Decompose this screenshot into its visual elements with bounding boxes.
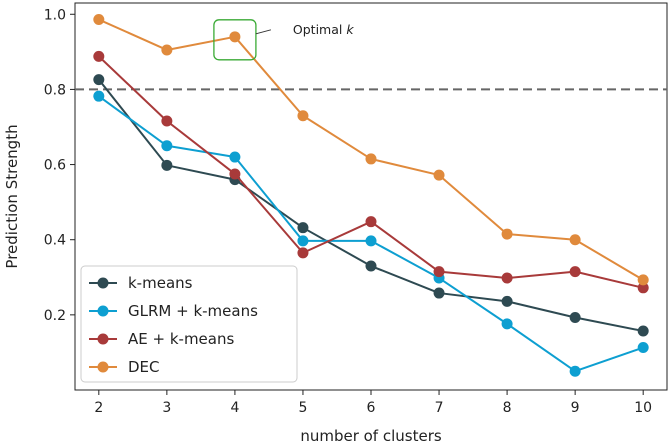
data-point [297, 222, 309, 234]
x-tick-label: 10 [634, 400, 652, 416]
annotation-layer: Optimal k [213, 19, 354, 61]
data-point [637, 342, 649, 354]
data-point [297, 110, 309, 122]
data-point [569, 266, 581, 278]
x-tick-label: 3 [162, 400, 171, 416]
legend-swatch-marker [97, 361, 109, 373]
x-axis: 2 3 4 5 6 7 8 9 10 [94, 390, 652, 416]
legend-entry: GLRM + k-means [89, 302, 258, 320]
data-point [433, 169, 445, 181]
x-axis-label: number of clusters [300, 427, 442, 445]
legend-entry: k-means [89, 274, 193, 292]
y-axis: 0.2 0.4 0.6 0.8 1.0 [44, 7, 75, 324]
legend-label: AE + k-means [128, 330, 234, 348]
y-axis-label: Prediction Strength [3, 124, 21, 268]
series-dec [93, 14, 649, 286]
legend-label: DEC [128, 358, 160, 376]
x-tick-label: 2 [94, 400, 103, 416]
data-point [501, 228, 513, 240]
data-point [365, 260, 377, 272]
legend: k-means GLRM + k-means AE + k-means DEC [80, 265, 298, 383]
legend-swatch-marker [97, 277, 109, 289]
y-tick-label: 0.2 [44, 308, 66, 324]
legend-entry: AE + k-means [89, 330, 234, 348]
y-tick-label: 1.0 [44, 7, 66, 23]
legend-label: k-means [128, 274, 193, 292]
data-point [637, 274, 649, 286]
data-point [93, 90, 105, 102]
series-layer [93, 14, 649, 377]
x-tick-label: 6 [367, 400, 376, 416]
data-point [297, 235, 309, 247]
data-point [161, 159, 173, 171]
data-point [93, 74, 105, 86]
data-point [229, 151, 241, 163]
data-point [501, 295, 513, 307]
annotation-pointer [255, 29, 272, 35]
x-tick-label: 8 [503, 400, 512, 416]
data-point [365, 153, 377, 165]
series-line [98, 55, 644, 289]
data-point [161, 44, 173, 56]
data-point [229, 31, 241, 43]
data-point [297, 247, 309, 259]
data-point [93, 50, 105, 62]
series-ae-k-means [93, 50, 649, 294]
annotation-label: Optimal k [293, 22, 354, 37]
x-tick-label: 5 [298, 400, 307, 416]
data-point [365, 216, 377, 228]
data-point [637, 325, 649, 337]
y-tick-label: 0.6 [44, 158, 66, 174]
x-tick-label: 4 [230, 400, 239, 416]
data-point [569, 311, 581, 323]
data-point [637, 282, 649, 294]
data-point [433, 266, 445, 278]
annotation-italic-k: k [346, 22, 354, 37]
legend-swatch-marker [97, 333, 109, 345]
data-point [569, 365, 581, 377]
data-point [93, 14, 105, 26]
data-point [229, 168, 241, 180]
data-point [501, 272, 513, 284]
legend-swatch-marker [97, 305, 109, 317]
x-tick-label: 9 [571, 400, 580, 416]
legend-label: GLRM + k-means [128, 302, 258, 320]
data-point [365, 235, 377, 247]
data-point [569, 234, 581, 246]
legend-box [80, 265, 298, 383]
y-tick-label: 0.8 [44, 82, 66, 98]
x-tick-label: 7 [435, 400, 444, 416]
data-point [501, 318, 513, 330]
series-glrm-k-means [93, 90, 649, 377]
annotation-box [213, 19, 257, 61]
data-point [433, 287, 445, 299]
series-k-means [93, 74, 649, 337]
data-point [161, 140, 173, 152]
data-point [161, 115, 173, 127]
y-tick-label: 0.4 [44, 233, 66, 249]
legend-entry: DEC [89, 358, 160, 376]
